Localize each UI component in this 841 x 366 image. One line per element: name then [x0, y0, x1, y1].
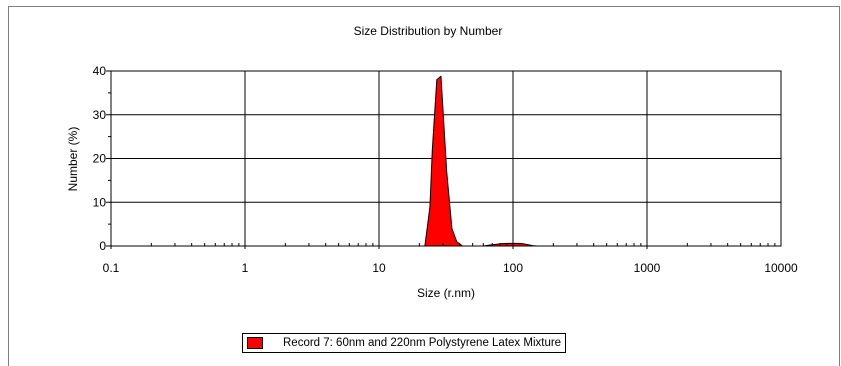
x-tick-labels: 0.1 1 10 100 1000 10000	[103, 261, 798, 275]
frame-border-left	[8, 6, 9, 366]
legend-swatch	[247, 337, 263, 349]
y-tick-label: 10	[93, 195, 107, 209]
series-area-0	[150, 75, 538, 247]
y-tick-label: 0	[99, 239, 106, 253]
x-tick-label: 1	[242, 261, 249, 275]
legend-label: Record 7: 60nm and 220nm Polystyrene Lat…	[283, 337, 562, 349]
frame-border-right	[839, 6, 840, 366]
x-tick-label: 10000	[764, 261, 798, 275]
x-tick-label: 1000	[634, 261, 661, 275]
chart-title: Size Distribution by Number	[354, 24, 503, 38]
x-axis-label: Size (r.nm)	[417, 286, 475, 300]
y-tick-label: 30	[93, 108, 107, 122]
y-tick-label: 40	[93, 64, 107, 78]
y-tick-labels: 0 10 20 30 40	[93, 64, 107, 253]
x-tick-label: 10	[372, 261, 386, 275]
x-tick-label: 0.1	[103, 261, 120, 275]
frame-border-top	[8, 6, 840, 7]
series-layer	[150, 75, 538, 247]
y-axis-label: Number (%)	[66, 127, 80, 192]
axes	[106, 70, 782, 249]
y-tick-label: 20	[93, 152, 107, 166]
x-tick-label: 100	[503, 261, 523, 275]
legend: Record 7: 60nm and 220nm Polystyrene Lat…	[242, 333, 567, 353]
